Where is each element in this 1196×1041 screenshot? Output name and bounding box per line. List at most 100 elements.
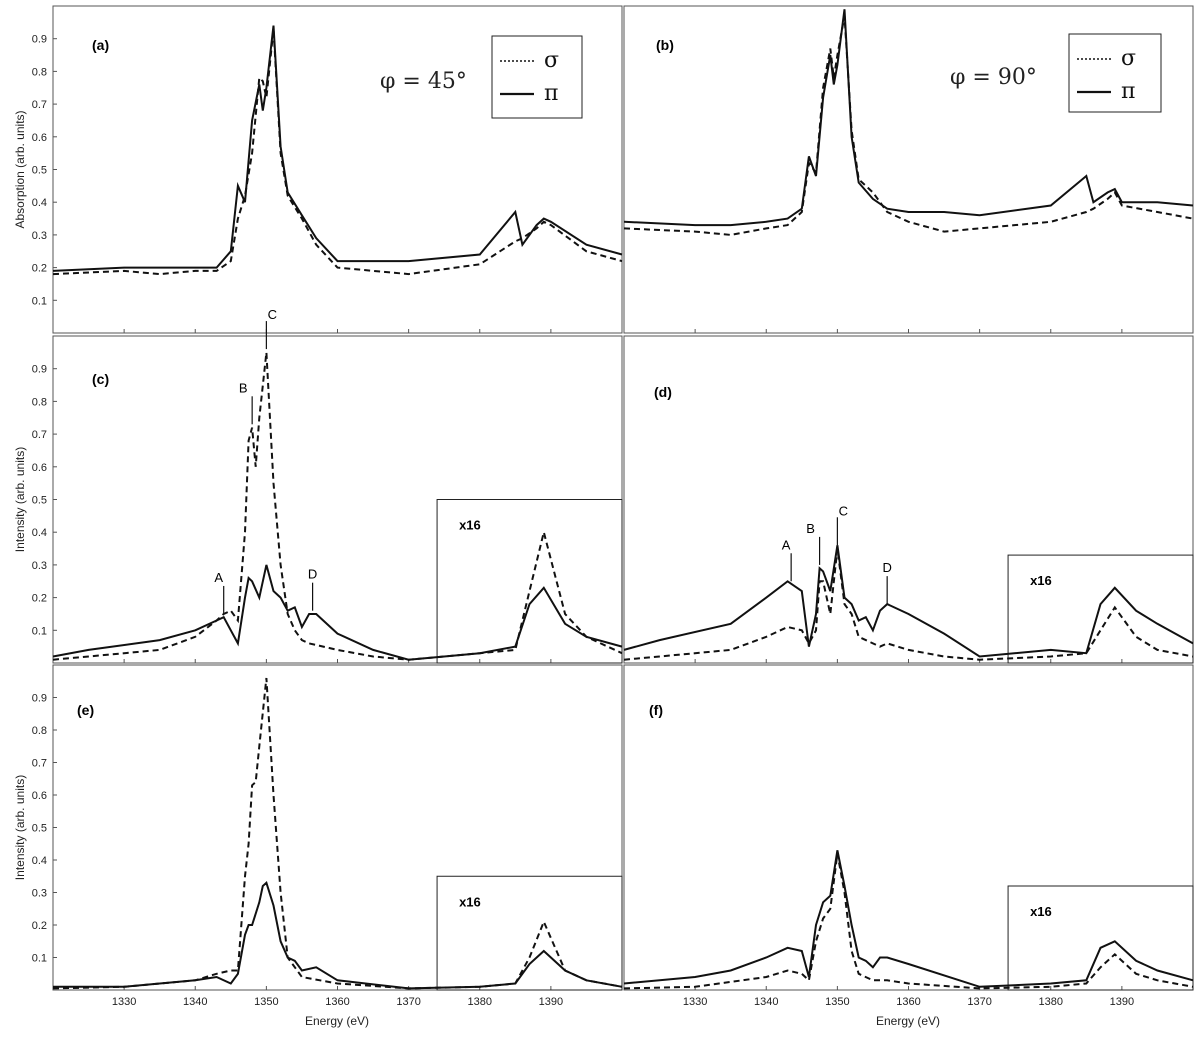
x-tick-label: 1330 bbox=[683, 996, 707, 1008]
y-tick-label: 0.3 bbox=[32, 560, 47, 572]
y-tick-label: 0.9 bbox=[32, 364, 47, 376]
inset-box bbox=[436, 875, 623, 991]
legend: σπ bbox=[1068, 33, 1162, 113]
series-pi-line bbox=[623, 850, 1194, 988]
y-tick-label: 0.7 bbox=[32, 758, 47, 770]
y-tick-label: 0.1 bbox=[32, 295, 47, 307]
y-tick-label: 0.8 bbox=[32, 725, 47, 737]
peak-label-D: D bbox=[882, 560, 891, 575]
plot-frame bbox=[623, 335, 1194, 664]
panel-e: 0.1 0.2 0.3 0.4 0.5 0.6 0.7 0.8 0.9 1330 1340 1350 1… bbox=[13, 664, 623, 1008]
panel-tag: (b) bbox=[656, 37, 674, 53]
inset-scale-label: x16 bbox=[1030, 573, 1052, 588]
panel-tag: (e) bbox=[77, 702, 94, 718]
x-tick-label: 1370 bbox=[396, 996, 420, 1008]
y-axis-title: Intensity (arb. units) bbox=[13, 447, 27, 552]
x-tick-label: 1350 bbox=[825, 996, 849, 1008]
plot-frame bbox=[623, 664, 1194, 991]
panel-c: 0.1 0.2 0.3 0.4 0.5 0.6 0.7 0.8 0.9 Intensity (ar… bbox=[13, 307, 623, 664]
x-axis-title-left: Energy (eV) bbox=[305, 1014, 369, 1028]
series-pi-line bbox=[52, 25, 623, 272]
y-tick-label: 0.4 bbox=[32, 527, 47, 539]
x-tick-label: 1330 bbox=[112, 996, 136, 1008]
angle-annotation: φ = 90° bbox=[950, 65, 1037, 90]
y-tick-label: 0.9 bbox=[32, 693, 47, 705]
series-sigma-line bbox=[52, 352, 623, 661]
y-tick-label: 0.4 bbox=[32, 855, 47, 867]
plot-frame bbox=[52, 664, 623, 991]
x-tick-label: 1360 bbox=[325, 996, 349, 1008]
peak-label-B: B bbox=[806, 521, 815, 536]
panel-tag: (a) bbox=[92, 37, 109, 53]
y-tick-label: 0.6 bbox=[32, 790, 47, 802]
peak-label-A: A bbox=[214, 570, 223, 585]
x-tick-label: 1360 bbox=[896, 996, 920, 1008]
legend: σπ bbox=[491, 35, 583, 119]
y-tick-label: 0.8 bbox=[32, 396, 47, 408]
x-tick-label: 1380 bbox=[1039, 996, 1063, 1008]
y-tick-label: 0.7 bbox=[32, 429, 47, 441]
x-tick-label: 1370 bbox=[967, 996, 991, 1008]
series-pi-line bbox=[52, 564, 623, 661]
legend-sigma-label: σ bbox=[1121, 46, 1136, 71]
x-tick-label: 1340 bbox=[183, 996, 207, 1008]
y-tick-label: 0.5 bbox=[32, 165, 47, 177]
series-pi-line bbox=[623, 545, 1194, 658]
inset-box bbox=[1007, 885, 1194, 991]
panel-d: (d) x16 AB C D bbox=[623, 335, 1194, 664]
panel-f: 1330 1340 1350 1360 1370 1380 1390 (f) x16 bbox=[623, 664, 1194, 1008]
panel-tag: (f) bbox=[649, 702, 663, 718]
peak-label-C: C bbox=[268, 307, 277, 322]
series-sigma-line bbox=[52, 677, 623, 990]
x-tick-label: 1340 bbox=[754, 996, 778, 1008]
peak-label-D: D bbox=[308, 567, 317, 582]
y-tick-label: 0.6 bbox=[32, 132, 47, 144]
panel-tag: (d) bbox=[654, 384, 672, 400]
y-tick-label: 0.2 bbox=[32, 593, 47, 605]
y-tick-label: 0.4 bbox=[32, 197, 47, 209]
x-tick-label: 1390 bbox=[539, 996, 563, 1008]
x-axis-title-right: Energy (eV) bbox=[876, 1014, 940, 1028]
series-pi-line bbox=[623, 9, 1194, 227]
y-tick-label: 0.5 bbox=[32, 823, 47, 835]
legend-sigma-label: σ bbox=[544, 48, 559, 73]
y-tick-label: 0.3 bbox=[32, 888, 47, 900]
inset-scale-label: x16 bbox=[459, 894, 481, 909]
y-tick-label: 0.6 bbox=[32, 462, 47, 474]
series-sigma-line bbox=[623, 548, 1194, 661]
legend-pi-label: π bbox=[544, 81, 558, 106]
y-axis-title: Intensity (arb. units) bbox=[13, 775, 27, 880]
inset-box bbox=[436, 499, 623, 664]
panel-tag: (c) bbox=[92, 371, 109, 387]
y-tick-label: 0.8 bbox=[32, 66, 47, 78]
y-tick-label: 0.7 bbox=[32, 99, 47, 111]
series-pi-line bbox=[53, 881, 623, 990]
y-tick-label: 0.9 bbox=[32, 34, 47, 46]
peak-label-B: B bbox=[239, 380, 248, 395]
series-sigma-line bbox=[623, 853, 1194, 990]
peak-label-A: A bbox=[782, 537, 791, 552]
panels-layer: 0.1 0.2 0.3 0.4 0.5 0.6 0.7 0.8 0.9 Absorption (a… bbox=[13, 5, 1194, 1008]
angle-annotation: φ = 45° bbox=[380, 69, 467, 94]
inset-scale-label: x16 bbox=[459, 518, 481, 533]
legend-frame bbox=[1068, 33, 1162, 113]
y-tick-label: 0.3 bbox=[32, 230, 47, 242]
panel-a: 0.1 0.2 0.3 0.4 0.5 0.6 0.7 0.8 0.9 Absorption (a… bbox=[13, 5, 623, 334]
x-tick-label: 1390 bbox=[1110, 996, 1134, 1008]
y-tick-label: 0.5 bbox=[32, 495, 47, 507]
inset-box bbox=[1007, 554, 1194, 664]
x-tick-label: 1380 bbox=[468, 996, 492, 1008]
y-axis-title: Absorption (arb. units) bbox=[13, 110, 27, 228]
legend-frame bbox=[491, 35, 583, 119]
legend-pi-label: π bbox=[1121, 79, 1135, 104]
y-tick-label: 0.1 bbox=[32, 953, 47, 965]
peak-label-C: C bbox=[839, 503, 848, 518]
panel-b: (b) φ = 90° σπ bbox=[623, 5, 1194, 334]
plot-frame bbox=[52, 5, 623, 334]
plot-frame bbox=[623, 5, 1194, 334]
y-tick-label: 0.2 bbox=[32, 263, 47, 275]
x-tick-label: 1350 bbox=[254, 996, 278, 1008]
y-tick-label: 0.2 bbox=[32, 920, 47, 932]
inset-scale-label: x16 bbox=[1030, 904, 1052, 919]
